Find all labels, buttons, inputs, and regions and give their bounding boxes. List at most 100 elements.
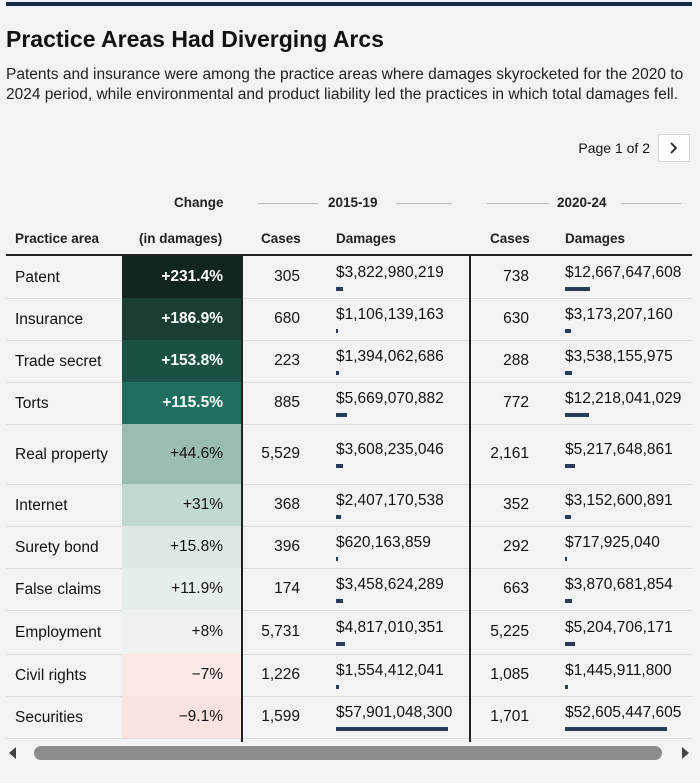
practice-area-cell: Insurance xyxy=(15,310,84,328)
damages-2015-19-cell: $1,394,062,686 xyxy=(336,340,466,382)
damages-2015-19-bar xyxy=(336,514,341,519)
column-divider xyxy=(241,256,243,742)
damages-2015-19-value: $1,394,062,686 xyxy=(336,347,444,365)
table-row: Securities −9.1% 1,599 $57,901,048,300 1,701… xyxy=(6,696,692,739)
damages-2015-19-value: $57,901,048,300 xyxy=(336,703,453,721)
damages-2015-19-value: $4,817,010,351 xyxy=(336,618,444,636)
damages-2015-19-cell: $620,163,859 xyxy=(336,526,466,568)
col-header-damages-2: Damages xyxy=(565,231,626,246)
practice-area-cell: Securities xyxy=(15,708,84,726)
change-cell: +31% xyxy=(122,484,241,526)
damages-2020-24-value: $12,667,647,608 xyxy=(565,263,682,281)
damages-2020-24-value: $5,217,648,861 xyxy=(565,440,673,458)
change-cell: +8% xyxy=(122,610,241,654)
cases-2020-24-cell: 630 xyxy=(503,310,529,327)
damages-2020-24-cell: $717,925,040 xyxy=(565,526,692,568)
cases-2020-24-cell: 663 xyxy=(503,580,529,597)
table-row: Insurance +186.9% 680 $1,106,139,163 630 $3,1… xyxy=(6,298,692,341)
group-header-change: Change xyxy=(174,195,224,210)
damages-2020-24-value: $1,445,911,800 xyxy=(565,661,672,679)
damages-2020-24-cell: $5,204,706,171 xyxy=(565,610,692,654)
horizontal-scrollbar[interactable] xyxy=(6,744,692,762)
practice-area-cell: Surety bond xyxy=(15,538,99,556)
cases-2020-24-cell: 772 xyxy=(503,394,529,411)
change-cell: +231.4% xyxy=(122,256,241,298)
change-cell: +153.8% xyxy=(122,340,241,382)
damages-2015-19-cell: $2,407,170,538 xyxy=(336,484,466,526)
damages-2020-24-bar xyxy=(565,328,572,333)
table-row: Patent +231.4% 305 $3,822,980,219 738 $12,667… xyxy=(6,256,692,299)
cases-2020-24-cell: 5,225 xyxy=(490,623,529,640)
practice-area-cell: Torts xyxy=(15,394,49,412)
damages-table: Change 2015-19 2020-24 Practice area (in… xyxy=(6,185,692,742)
damages-2015-19-value: $5,669,070,882 xyxy=(336,389,444,407)
table-row: Civil rights −7% 1,226 $1,554,412,041 1,085 $… xyxy=(6,654,692,697)
damages-2015-19-bar xyxy=(336,412,347,417)
damages-2020-24-cell: $5,217,648,861 xyxy=(565,424,692,484)
cases-2015-19-cell: 5,529 xyxy=(261,445,300,462)
damages-2020-24-value: $3,152,600,891 xyxy=(565,491,673,509)
damages-2015-19-value: $620,163,859 xyxy=(336,533,431,551)
table-row: Internet +31% 368 $2,407,170,538 352 $3,152,6… xyxy=(6,484,692,527)
cases-2015-19-cell: 174 xyxy=(274,580,300,597)
next-page-button[interactable] xyxy=(658,134,690,162)
cases-2015-19-cell: 1,226 xyxy=(261,666,300,683)
damages-2015-19-cell: $3,458,624,289 xyxy=(336,568,466,610)
cases-2015-19-cell: 305 xyxy=(274,268,300,285)
page-indicator: Page 1 of 2 xyxy=(578,140,650,156)
practice-area-cell: Real property xyxy=(15,445,109,463)
change-cell: +186.9% xyxy=(122,298,241,340)
scroll-left-arrow-icon[interactable] xyxy=(6,745,20,761)
group-header-2020-24-label: 2020-24 xyxy=(557,195,607,210)
damages-2015-19-bar xyxy=(336,556,338,561)
cases-2020-24-cell: 352 xyxy=(503,496,529,513)
table-row: Employment +8% 5,731 $4,817,010,351 5,225 $5,… xyxy=(6,610,692,655)
damages-2020-24-value: $5,204,706,171 xyxy=(565,618,673,636)
cases-2020-24-cell: 2,161 xyxy=(490,445,529,462)
damages-2020-24-value: $3,173,207,160 xyxy=(565,305,673,323)
header-rule xyxy=(6,254,692,256)
practice-area-cell: False claims xyxy=(15,580,102,598)
table-row: Real property +44.6% 5,529 $3,608,235,046 2,… xyxy=(6,424,692,485)
damages-2020-24-cell: $3,870,681,854 xyxy=(565,568,692,610)
damages-2020-24-bar xyxy=(565,412,589,417)
damages-2020-24-cell: $12,218,041,029 xyxy=(565,382,692,424)
practice-area-cell: Civil rights xyxy=(15,666,87,684)
damages-2020-24-value: $12,218,041,029 xyxy=(565,389,682,407)
table-row: Torts +115.5% 885 $5,669,070,882 772 $12,218,… xyxy=(6,382,692,425)
damages-2020-24-cell: $3,152,600,891 xyxy=(565,484,692,526)
change-cell: +11.9% xyxy=(122,568,241,610)
change-cell: +44.6% xyxy=(122,424,241,484)
column-divider xyxy=(469,256,471,742)
damages-2015-19-bar xyxy=(336,641,346,646)
col-header-cases-2: Cases xyxy=(490,231,530,246)
table-row: Trade secret +153.8% 223 $1,394,062,686 288 $… xyxy=(6,340,692,383)
page-title: Practice Areas Had Diverging Arcs xyxy=(6,26,384,52)
chevron-right-icon xyxy=(670,142,678,154)
col-header-cases-1: Cases xyxy=(261,231,301,246)
practice-area-cell: Trade secret xyxy=(15,352,102,370)
damages-2020-24-bar xyxy=(565,370,572,375)
damages-2015-19-cell: $1,554,412,041 xyxy=(336,654,466,696)
practice-area-cell: Patent xyxy=(15,268,60,286)
col-header-area: Practice area xyxy=(15,231,100,246)
damages-2020-24-cell: $3,538,155,975 xyxy=(565,340,692,382)
pagination: Page 1 of 2 xyxy=(578,134,690,162)
top-accent-bar xyxy=(6,2,692,6)
practice-area-cell: Internet xyxy=(15,496,68,514)
damages-2015-19-bar xyxy=(336,726,448,731)
cases-2020-24-cell: 1,701 xyxy=(490,708,529,725)
scrollbar-track[interactable] xyxy=(24,746,674,760)
damages-2015-19-value: $3,608,235,046 xyxy=(336,440,444,458)
cases-2015-19-cell: 680 xyxy=(274,310,300,327)
damages-2020-24-bar xyxy=(565,514,572,519)
damages-2020-24-value: $717,925,040 xyxy=(565,533,660,551)
damages-2020-24-value: $52,605,447,605 xyxy=(565,703,682,721)
cases-2020-24-cell: 1,085 xyxy=(490,666,529,683)
damages-2020-24-bar xyxy=(565,598,573,603)
col-header-damages-1: Damages xyxy=(336,231,397,246)
damages-2015-19-bar xyxy=(336,286,344,291)
scroll-right-arrow-icon[interactable] xyxy=(678,745,692,761)
scrollbar-thumb[interactable] xyxy=(34,746,662,760)
damages-2020-24-bar xyxy=(565,286,590,291)
